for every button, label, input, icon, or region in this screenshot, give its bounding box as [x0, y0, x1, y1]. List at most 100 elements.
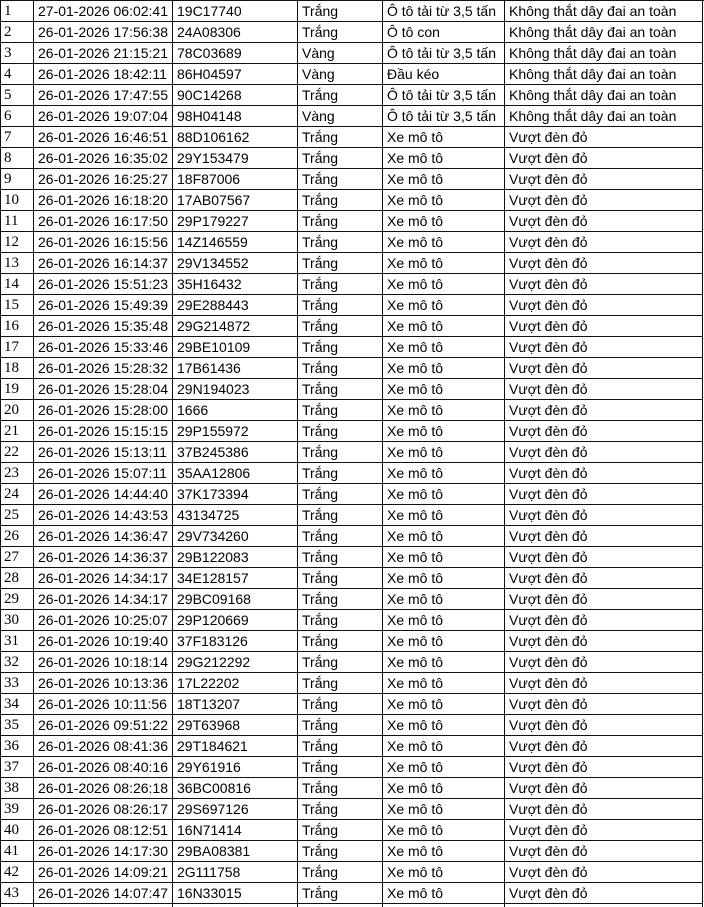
cell-plate-number[interactable]: 18F87006 — [173, 169, 298, 190]
cell-row-index[interactable]: 21 — [1, 421, 34, 442]
cell-vehicle-color[interactable]: Trắng — [298, 694, 383, 715]
cell-row-index[interactable]: 26 — [1, 526, 34, 547]
cell-vehicle-color[interactable]: Trắng — [298, 148, 383, 169]
cell-violation[interactable]: Vượt đèn đỏ — [505, 505, 703, 526]
cell-violation[interactable]: Vượt đèn đỏ — [505, 316, 703, 337]
cell-vehicle-color[interactable]: Trắng — [298, 673, 383, 694]
cell-timestamp[interactable]: 26-01-2026 08:26:18 — [34, 778, 173, 799]
cell-vehicle-color[interactable]: Trắng — [298, 274, 383, 295]
cell-plate-number[interactable]: 17B61436 — [173, 358, 298, 379]
cell-timestamp[interactable]: 26-01-2026 14:34:17 — [34, 568, 173, 589]
cell-timestamp[interactable]: 26-01-2026 16:14:37 — [34, 253, 173, 274]
cell-timestamp[interactable]: 26-01-2026 10:13:36 — [34, 673, 173, 694]
cell-timestamp[interactable]: 26-01-2026 17:56:38 — [34, 22, 173, 43]
cell-vehicle-type[interactable]: Xe mô tô — [383, 820, 505, 841]
cell-violation[interactable]: Không thắt dây đai an toàn — [505, 1, 703, 22]
cell-timestamp[interactable]: 26-01-2026 15:07:11 — [34, 463, 173, 484]
cell-plate-number[interactable]: 88D106162 — [173, 127, 298, 148]
cell-plate-number[interactable]: 37K173394 — [173, 484, 298, 505]
cell-vehicle-color[interactable]: Trắng — [298, 778, 383, 799]
cell-vehicle-type[interactable]: Xe mô tô — [383, 589, 505, 610]
cell-vehicle-color[interactable]: Vàng — [298, 43, 383, 64]
cell-row-index[interactable]: 37 — [1, 757, 34, 778]
cell-plate-number[interactable]: 29V134552 — [173, 253, 298, 274]
cell-vehicle-color[interactable]: Trắng — [298, 85, 383, 106]
cell-vehicle-type[interactable]: Xe mô tô — [383, 211, 505, 232]
cell-violation[interactable]: Vượt đèn đỏ — [505, 610, 703, 631]
cell-row-index[interactable]: 14 — [1, 274, 34, 295]
cell-vehicle-color[interactable]: Trắng — [298, 547, 383, 568]
cell-vehicle-type[interactable]: Xe mô tô — [383, 190, 505, 211]
cell-violation[interactable]: Vượt đèn đỏ — [505, 778, 703, 799]
cell-violation[interactable]: Vượt đèn đỏ — [505, 589, 703, 610]
cell-timestamp[interactable]: 26-01-2026 19:07:04 — [34, 106, 173, 127]
cell-violation[interactable]: Vượt đèn đỏ — [505, 820, 703, 841]
cell-vehicle-color[interactable]: Trắng — [298, 1, 383, 22]
cell-timestamp[interactable]: 26-01-2026 10:19:40 — [34, 631, 173, 652]
cell-plate-number[interactable]: 34E128157 — [173, 568, 298, 589]
cell-violation[interactable]: Vượt đèn đỏ — [505, 148, 703, 169]
cell-timestamp[interactable]: 26-01-2026 15:28:00 — [34, 400, 173, 421]
cell-plate-number[interactable]: 16N33015 — [173, 883, 298, 904]
cell-vehicle-color[interactable]: Trắng — [298, 169, 383, 190]
cell-vehicle-color[interactable]: Trắng — [298, 337, 383, 358]
cell-plate-number[interactable]: 18T13207 — [173, 694, 298, 715]
cell-violation[interactable]: Vượt đèn đỏ — [505, 862, 703, 883]
cell-row-index[interactable]: 41 — [1, 841, 34, 862]
cell-row-index[interactable]: 16 — [1, 316, 34, 337]
cell-vehicle-type[interactable]: Xe mô tô — [383, 463, 505, 484]
cell-timestamp[interactable]: 26-01-2026 16:18:20 — [34, 190, 173, 211]
cell-vehicle-color[interactable]: Trắng — [298, 568, 383, 589]
cell-row-index[interactable]: 13 — [1, 253, 34, 274]
cell-violation[interactable]: Vượt đèn đỏ — [505, 631, 703, 652]
cell-vehicle-color[interactable]: Trắng — [298, 442, 383, 463]
cell-vehicle-color[interactable]: Trắng — [298, 652, 383, 673]
cell-vehicle-type[interactable]: Xe mô tô — [383, 694, 505, 715]
cell-vehicle-type[interactable]: Xe mô tô — [383, 799, 505, 820]
cell-vehicle-type[interactable]: Xe mô tô — [383, 253, 505, 274]
cell-timestamp[interactable]: 26-01-2026 15:49:39 — [34, 295, 173, 316]
cell-vehicle-type[interactable]: Ô tô tải từ 3,5 tấn — [383, 106, 505, 127]
cell-violation[interactable]: Vượt đèn đỏ — [505, 127, 703, 148]
cell-vehicle-type[interactable]: Xe mô tô — [383, 127, 505, 148]
cell-row-index[interactable]: 38 — [1, 778, 34, 799]
cell-plate-number[interactable]: 43134725 — [173, 505, 298, 526]
cell-violation[interactable]: Vượt đèn đỏ — [505, 526, 703, 547]
cell-vehicle-color[interactable]: Trắng — [298, 526, 383, 547]
cell-plate-number[interactable]: 16N71414 — [173, 820, 298, 841]
cell-plate-number[interactable]: 29BE10109 — [173, 337, 298, 358]
cell-row-index[interactable]: 23 — [1, 463, 34, 484]
cell-vehicle-color[interactable]: Trắng — [298, 358, 383, 379]
cell-vehicle-color[interactable]: Trắng — [298, 484, 383, 505]
cell-plate-number[interactable]: 29P179227 — [173, 211, 298, 232]
cell-row-index[interactable]: 6 — [1, 106, 34, 127]
cell-vehicle-type[interactable]: Xe mô tô — [383, 442, 505, 463]
cell-timestamp[interactable]: 26-01-2026 09:51:22 — [34, 715, 173, 736]
cell-row-index[interactable]: 32 — [1, 652, 34, 673]
cell-timestamp[interactable]: 26-01-2026 15:51:23 — [34, 274, 173, 295]
cell-vehicle-color[interactable]: Trắng — [298, 757, 383, 778]
cell-plate-number[interactable]: 1666 — [173, 400, 298, 421]
cell-plate-number[interactable]: 14Z146559 — [173, 232, 298, 253]
cell-plate-number[interactable]: 29G214872 — [173, 316, 298, 337]
cell-vehicle-type[interactable]: Xe mô tô — [383, 778, 505, 799]
cell-row-index[interactable]: 24 — [1, 484, 34, 505]
cell-violation[interactable]: Vượt đèn đỏ — [505, 799, 703, 820]
cell-vehicle-color[interactable]: Trắng — [298, 127, 383, 148]
cell-row-index[interactable]: 28 — [1, 568, 34, 589]
cell-timestamp[interactable]: 26-01-2026 16:35:02 — [34, 148, 173, 169]
cell-plate-number[interactable]: 78C03689 — [173, 43, 298, 64]
cell-plate-number[interactable]: 29E288443 — [173, 295, 298, 316]
cell-row-index[interactable]: 9 — [1, 169, 34, 190]
cell-violation[interactable]: Vượt đèn đỏ — [505, 274, 703, 295]
cell-vehicle-type[interactable]: Xe mô tô — [383, 610, 505, 631]
cell-violation[interactable]: Vượt đèn đỏ — [505, 736, 703, 757]
cell-vehicle-color[interactable]: Trắng — [298, 22, 383, 43]
cell-violation[interactable]: Không thắt dây đai an toàn — [505, 22, 703, 43]
cell-violation[interactable]: Vượt đèn đỏ — [505, 190, 703, 211]
cell-plate-number[interactable]: 29G212292 — [173, 652, 298, 673]
cell-timestamp[interactable]: 26-01-2026 15:15:15 — [34, 421, 173, 442]
cell-timestamp[interactable]: 26-01-2026 15:33:46 — [34, 337, 173, 358]
cell-violation[interactable]: Vượt đèn đỏ — [505, 379, 703, 400]
cell-vehicle-type[interactable]: Xe mô tô — [383, 337, 505, 358]
